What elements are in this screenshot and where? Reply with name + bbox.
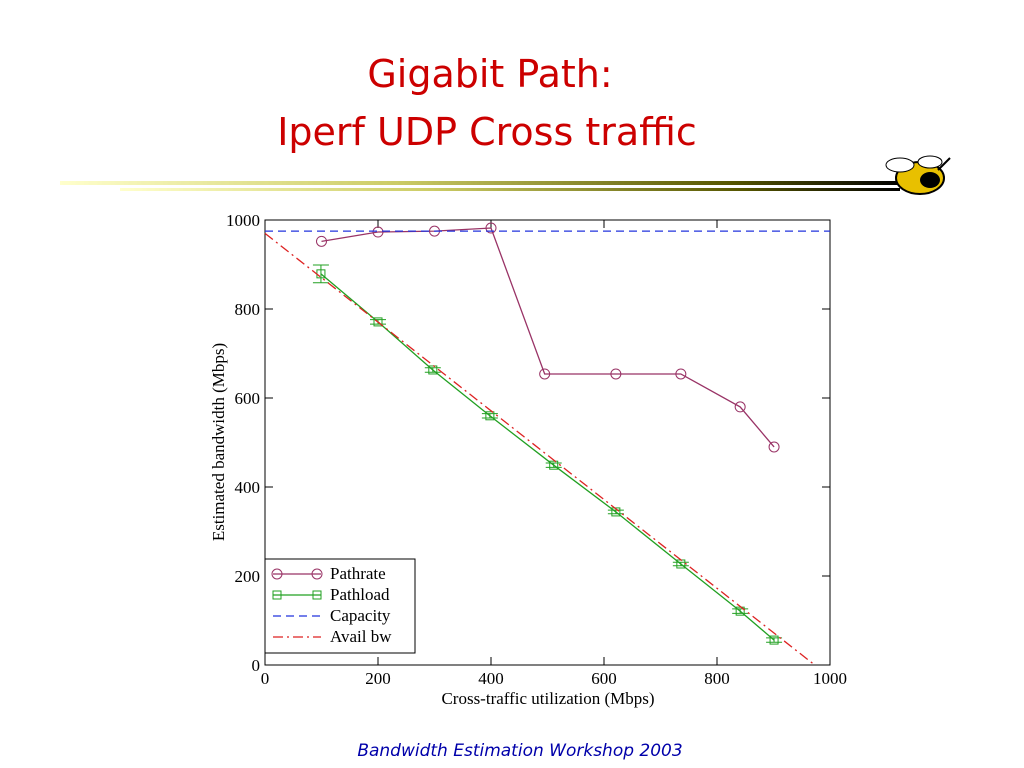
legend-marker [312, 590, 322, 600]
data-point [485, 222, 497, 234]
data-point [539, 368, 551, 380]
x-axis-label: Cross-traffic utilization (Mbps) [441, 689, 654, 708]
plot-frame [264, 219, 831, 666]
y-axis-label: Estimated bandwidth (Mbps) [209, 343, 228, 541]
legend-label: Capacity [330, 606, 391, 625]
data-point [610, 368, 622, 380]
x-tick-label: 400 [478, 669, 504, 688]
data-point [768, 441, 780, 453]
decor-bar [60, 181, 900, 185]
decor-bar [120, 188, 900, 191]
y-tick-label: 0 [252, 656, 261, 675]
y-tick-label: 400 [235, 478, 261, 497]
data-point [611, 507, 621, 517]
bee-logo [885, 155, 951, 195]
y-tick-label: 800 [235, 300, 261, 319]
x-tick-label: 0 [261, 669, 270, 688]
legend-marker [272, 590, 282, 600]
slide-title: Iperf UDP Cross traffic [277, 110, 697, 154]
y-tick-label: 200 [235, 567, 261, 586]
legend-box [264, 558, 416, 654]
data-point [316, 235, 327, 247]
footer: Bandwidth Estimation Workshop 2003 [357, 741, 682, 761]
series-line [321, 227, 775, 448]
legend-label: Pathrate [330, 564, 386, 583]
data-point [734, 401, 746, 413]
data-point [428, 365, 438, 375]
legend-label: Avail bw [330, 627, 392, 646]
x-tick-label: 800 [704, 669, 730, 688]
data-point [373, 317, 383, 327]
y-tick-label: 600 [235, 389, 261, 408]
slide-title: Gigabit Path: [367, 52, 612, 96]
data-point [485, 411, 495, 421]
series-line [264, 232, 816, 666]
data-point [549, 460, 559, 470]
x-tick-label: 200 [365, 669, 391, 688]
legend-marker [271, 568, 283, 580]
x-tick-label: 1000 [813, 669, 847, 688]
data-point [769, 635, 779, 645]
legend-marker [311, 568, 323, 580]
x-tick-label: 600 [591, 669, 617, 688]
data-point [372, 226, 384, 238]
legend-label: Pathload [330, 585, 390, 604]
y-tick-label: 1000 [226, 211, 260, 230]
data-point [675, 368, 687, 380]
series-line [320, 273, 775, 641]
